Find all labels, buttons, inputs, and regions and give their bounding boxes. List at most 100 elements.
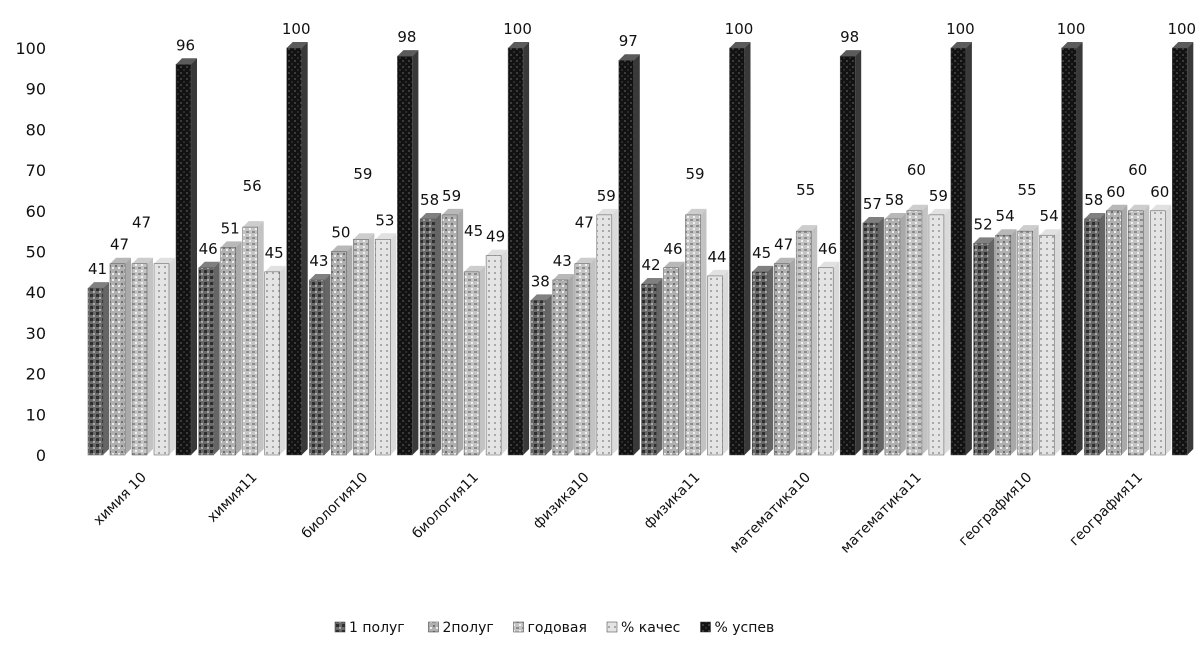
bar-top — [796, 225, 818, 232]
bar-top — [818, 261, 840, 268]
y-axis: 0 10 20 30 40 50 60 70 80 90 100 — [15, 39, 46, 465]
data-label: 55 — [1018, 181, 1037, 199]
data-label: 97 — [619, 32, 638, 50]
bar-top — [618, 54, 640, 61]
y-tick-label: 10 — [26, 405, 46, 424]
bar-top — [884, 212, 906, 219]
bar-side — [412, 50, 419, 455]
data-label: 58 — [420, 191, 439, 209]
bar-top — [1128, 204, 1150, 211]
y-tick-label: 60 — [26, 202, 46, 221]
bar-side — [1054, 229, 1061, 455]
data-label: 59 — [442, 187, 461, 205]
bar — [1106, 210, 1122, 456]
bar-top — [220, 241, 242, 248]
bar-top — [110, 257, 131, 264]
bar-top — [906, 204, 928, 211]
bar-side — [789, 257, 796, 455]
bars-layer — [87, 42, 1194, 456]
bar-side — [279, 265, 286, 455]
data-label: 56 — [243, 177, 262, 195]
bar — [153, 263, 170, 456]
bar-side — [103, 282, 109, 455]
bar-top — [442, 208, 464, 215]
bar — [817, 267, 834, 456]
data-label: 44 — [707, 248, 726, 266]
bar — [485, 255, 502, 456]
bar-top — [486, 249, 508, 256]
bar-top — [685, 208, 707, 215]
bar-side — [125, 257, 131, 455]
bar — [419, 218, 436, 456]
bar-side — [191, 58, 197, 455]
data-label: 46 — [199, 240, 218, 258]
bar-top — [1017, 225, 1039, 232]
bar-side — [213, 261, 220, 455]
data-label: 46 — [663, 240, 682, 258]
bar-side — [722, 269, 729, 455]
bar-side — [457, 208, 464, 455]
bar-side — [435, 212, 442, 455]
data-label: 98 — [397, 28, 416, 46]
data-label: 45 — [265, 244, 284, 262]
bar-side — [611, 208, 618, 455]
data-label: 42 — [641, 256, 660, 274]
bar — [884, 218, 901, 456]
bar-side — [921, 204, 928, 455]
bar-top — [973, 237, 995, 244]
legend-entry: 2полуг — [443, 620, 494, 636]
bar-side — [1143, 204, 1150, 455]
bar-side — [523, 42, 530, 455]
data-label: 57 — [863, 195, 882, 213]
bar-side — [744, 42, 751, 455]
bar-side — [943, 208, 950, 455]
data-label: 60 — [1106, 183, 1125, 201]
bar-top — [574, 257, 596, 264]
bar-side — [257, 221, 264, 455]
data-label: 59 — [597, 187, 616, 205]
legend-entry: годовая — [528, 620, 587, 636]
bar-top — [331, 245, 353, 252]
bar — [795, 230, 812, 456]
bar-side — [1076, 42, 1083, 455]
bar-side — [301, 42, 308, 455]
bar — [463, 271, 480, 456]
bar-side — [988, 237, 995, 455]
bar-top — [420, 212, 442, 219]
bar-side — [767, 265, 774, 455]
bar — [928, 214, 945, 456]
bar-side — [656, 278, 663, 455]
bar — [198, 267, 214, 456]
bar-top — [309, 273, 331, 280]
bar — [175, 64, 192, 456]
bar — [331, 251, 347, 456]
bar — [109, 263, 126, 456]
bar-top — [641, 278, 663, 285]
data-label: 100 — [725, 20, 754, 38]
bar — [1150, 210, 1166, 456]
bar — [375, 239, 391, 456]
bar-side — [1165, 204, 1172, 455]
data-label: 45 — [464, 222, 483, 240]
bar-top — [464, 265, 486, 272]
bar-top — [176, 58, 197, 65]
bar — [353, 239, 369, 456]
legend-swatch — [700, 621, 711, 633]
data-label: 100 — [282, 20, 311, 38]
bar — [1084, 218, 1100, 456]
category-label: биология10 — [299, 470, 371, 542]
bar-side — [1032, 225, 1039, 455]
category-label: география10 — [956, 470, 1036, 550]
bar-top — [508, 42, 530, 48]
bar-side — [965, 42, 972, 455]
bar-side — [501, 249, 508, 455]
bar-top — [729, 42, 751, 48]
bar-top — [552, 273, 574, 280]
category-label: физика10 — [530, 470, 593, 533]
bar — [729, 47, 745, 456]
data-label: 100 — [946, 20, 975, 38]
data-label: 96 — [176, 36, 195, 54]
data-label: 59 — [353, 165, 372, 183]
data-label: 47 — [575, 214, 594, 232]
